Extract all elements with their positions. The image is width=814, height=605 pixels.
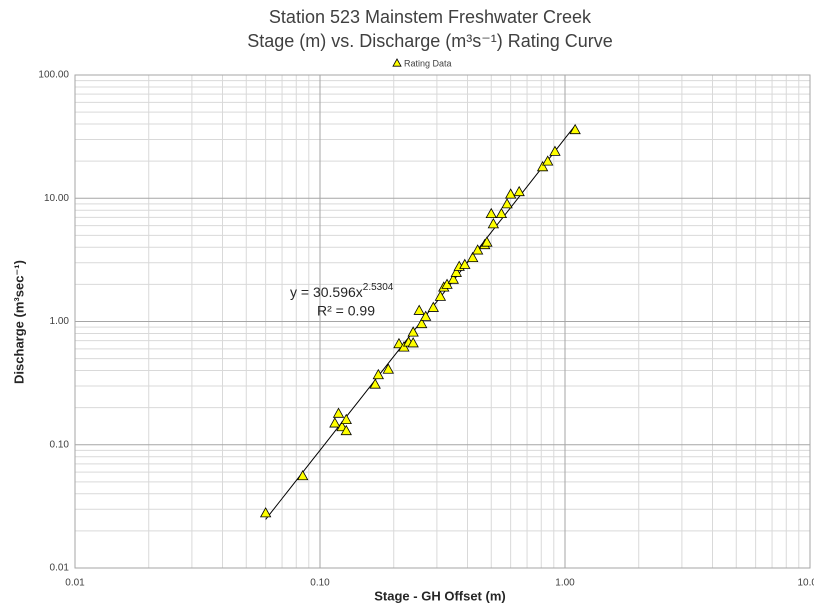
x-tick-label: 0.10 <box>310 578 330 589</box>
data-point <box>259 507 272 518</box>
data-point <box>398 341 410 352</box>
y-tick-label: 1.00 <box>50 316 70 327</box>
y-axis-title: Discharge (m³sec⁻¹) <box>11 260 26 384</box>
x-axis-title: Stage - GH Offset (m) <box>374 588 505 603</box>
data-point <box>481 236 493 247</box>
y-tick-label: 100.00 <box>38 70 69 81</box>
data-point <box>434 290 447 301</box>
data-point <box>329 417 341 428</box>
y-tick-label: 0.10 <box>50 439 70 450</box>
data-point <box>369 378 381 389</box>
data-point <box>332 407 345 418</box>
data-point <box>297 469 309 481</box>
equation-text: y = 30.596x <box>290 284 363 300</box>
data-point <box>393 337 405 349</box>
y-tick-label: 0.01 <box>50 563 70 574</box>
equation-exponent: 2.5304 <box>363 282 394 293</box>
y-tick-label: 10.00 <box>44 193 69 204</box>
data-point <box>340 424 352 436</box>
data-point <box>407 337 419 348</box>
data-point <box>542 155 554 166</box>
data-point <box>504 188 517 199</box>
data-point <box>501 198 513 209</box>
data-point <box>536 160 549 172</box>
data-point <box>340 413 352 424</box>
data-point <box>447 273 459 284</box>
legend-marker <box>392 58 402 67</box>
data-point <box>407 326 419 337</box>
data-point <box>513 185 525 197</box>
data-point <box>487 218 500 229</box>
data-point <box>415 317 428 329</box>
data-point <box>549 145 561 156</box>
plot-border <box>74 74 811 569</box>
x-tick-label: 0.01 <box>65 578 85 589</box>
trendline-equation: y = 30.596x2.5304 <box>290 282 394 300</box>
data-point <box>413 304 425 315</box>
chart-title: Station 523 Mainstem Freshwater Creek <box>269 7 592 27</box>
data-point <box>420 310 432 321</box>
data-point <box>495 207 508 219</box>
data-point <box>471 244 484 255</box>
x-tick-label: 10.00 <box>797 578 814 589</box>
data-point <box>459 258 471 269</box>
data-point <box>441 278 453 289</box>
legend-label: Rating Data <box>404 58 452 68</box>
chart-subtitle: Stage (m) vs. Discharge (m³s⁻¹) Rating C… <box>247 31 613 51</box>
data-point <box>467 251 479 262</box>
data-point <box>372 368 385 380</box>
data-point <box>450 266 462 277</box>
data-point <box>382 363 394 374</box>
x-tick-label: 1.00 <box>555 578 575 589</box>
data-point <box>569 123 581 135</box>
r-squared: R² = 0.99 <box>317 303 375 319</box>
data-point <box>485 207 497 219</box>
data-point <box>427 301 439 312</box>
